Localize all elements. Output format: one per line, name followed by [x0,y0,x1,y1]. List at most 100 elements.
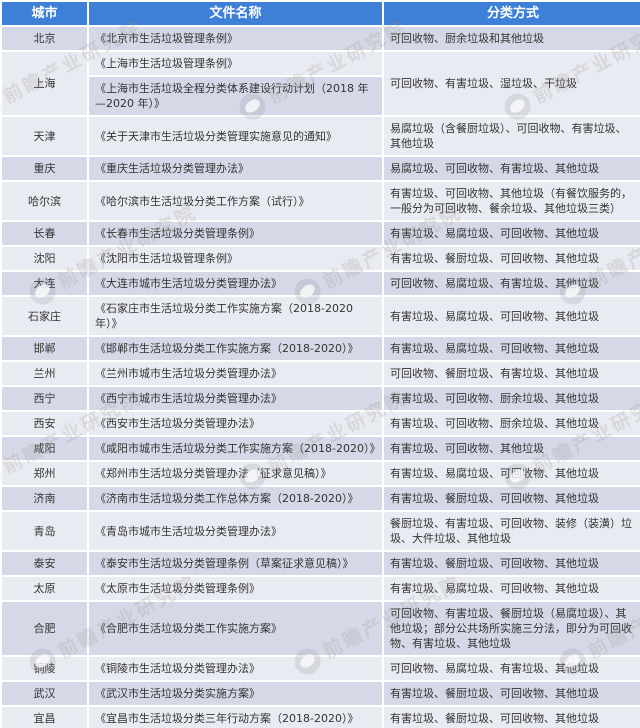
city-cell: 长春 [2,222,87,245]
city-cell: 济南 [2,487,87,510]
table-row: 太原 《太原市生活垃圾分类管理条例》 有害垃圾、易腐垃圾、可回收物、其他垃圾 [2,577,640,600]
header-row: 城市 文件名称 分类方式 [2,2,640,25]
table-row: 哈尔滨 《哈尔滨市生活垃圾分类工作方案（试行）》 有害垃圾、可回收物、其他垃圾（有餐… [2,182,640,220]
document-cell: 《上海市生活垃圾全程分类体系建设行动计划（2018 年—2020 年）》 [89,77,382,115]
document-cell: 《长春市生活垃圾分类管理条例》 [89,222,382,245]
table-row: 《上海市生活垃圾全程分类体系建设行动计划（2018 年—2020 年）》 [2,77,640,115]
city-cell: 上海 [2,52,87,115]
table-row: 兰州 《兰州市城市生活垃圾分类管理办法》 可回收物、餐厨垃圾、有害垃圾、其他垃圾 [2,362,640,385]
method-cell: 可回收物、有害垃圾、湿垃圾、干垃圾 [384,52,640,115]
method-cell: 有害垃圾、餐厨垃圾、可回收物、其他垃圾 [384,707,640,728]
document-cell: 《哈尔滨市生活垃圾分类工作方案（试行）》 [89,182,382,220]
table-row: 咸阳 《咸阳市城市生活垃圾分类工作实施方案（2018-2020）》 有害垃圾、可回收… [2,437,640,460]
method-cell: 可回收物、有害垃圾、餐厨垃圾（易腐垃圾）、其他垃圾；部分公共场所实施三分法，即分… [384,602,640,655]
table-header: 城市 文件名称 分类方式 [2,2,640,25]
document-cell: 《北京市生活垃圾管理条例》 [89,27,382,50]
table-row: 铜陵 《铜陵市生活垃圾分类管理办法》 可回收物、易腐垃圾、有害垃圾、其他垃圾 [2,657,640,680]
column-header-document: 文件名称 [89,2,382,25]
city-cell: 邯郸 [2,337,87,360]
city-cell: 沈阳 [2,247,87,270]
table-row: 邯郸 《邯郸市生活垃圾分类工作实施方案（2018-2020）》 有害垃圾、易腐垃圾、… [2,337,640,360]
table-row: 上海 《上海市生活垃圾管理条例》 可回收物、有害垃圾、湿垃圾、干垃圾 [2,52,640,115]
city-cell: 咸阳 [2,437,87,460]
method-cell: 有害垃圾、易腐垃圾、可回收物、其他垃圾 [384,337,640,360]
table-row: 西宁 《西宁市城市生活垃圾分类管理办法》 有害垃圾、可回收物、厨余垃圾、其他垃圾 [2,387,640,410]
city-cell: 青岛 [2,512,87,550]
method-cell: 有害垃圾、餐厨垃圾、可回收物、其他垃圾 [384,487,640,510]
method-cell: 有害垃圾、可回收物、其他垃圾（有餐饮服务的，一般分为可回收物、餐余垃圾、其他垃圾… [384,182,640,220]
city-cell: 重庆 [2,157,87,180]
document-cell: 《西安市生活垃圾分类管理办法》 [89,412,382,435]
method-cell: 有害垃圾、可回收物、其他垃圾 [384,437,640,460]
city-cell: 大连 [2,272,87,295]
document-cell: 《沈阳市生活垃圾管理条例》 [89,247,382,270]
document-cell: 《武汉市生活垃圾分类实施方案》 [89,682,382,705]
method-cell: 有害垃圾、易腐垃圾、可回收物、其他垃圾 [384,222,640,245]
table-row: 大连 《大连市城市生活垃圾分类管理办法》 可回收物、易腐垃圾、有害垃圾、其他垃圾 [2,272,640,295]
method-cell: 有害垃圾、易腐垃圾、可回收物、其他垃圾 [384,297,640,335]
table-row: 沈阳 《沈阳市生活垃圾管理条例》 有害垃圾、餐厨垃圾、可回收物、其他垃圾 [2,247,640,270]
method-cell: 有害垃圾、易腐垃圾、可回收物、其他垃圾 [384,577,640,600]
document-cell: 《重庆生活垃圾分类管理办法》 [89,157,382,180]
document-cell: 《青岛市城市生活垃圾分类管理办法》 [89,512,382,550]
document-cell: 《大连市城市生活垃圾分类管理办法》 [89,272,382,295]
method-cell: 有害垃圾、易腐垃圾、可回收物、其他垃圾 [384,462,640,485]
document-cell: 《石家庄市生活垃圾分类工作实施方案（2018-2020 年）》 [89,297,382,335]
column-header-method: 分类方式 [384,2,640,25]
document-cell: 《上海市生活垃圾管理条例》 [89,52,382,75]
table-row: 石家庄 《石家庄市生活垃圾分类工作实施方案（2018-2020 年）》 有害垃圾、易… [2,297,640,335]
table-row: 合肥 《合肥市生活垃圾分类工作实施方案》 可回收物、有害垃圾、餐厨垃圾（易腐垃圾）、… [2,602,640,655]
method-cell: 可回收物、易腐垃圾、有害垃圾、其他垃圾 [384,657,640,680]
method-cell: 有害垃圾、可回收物、厨余垃圾、其他垃圾 [384,412,640,435]
document-cell: 《宜昌市生活垃圾分类三年行动方案（2018-2020）》 [89,707,382,728]
city-cell: 太原 [2,577,87,600]
table-row: 泰安 《泰安市生活垃圾分类管理条例（草案征求意见稿）》 有害垃圾、餐厨垃圾、可回收物… [2,552,640,575]
city-cell: 石家庄 [2,297,87,335]
table-row: 青岛 《青岛市城市生活垃圾分类管理办法》 餐厨垃圾、有害垃圾、可回收物、装修（装潢）… [2,512,640,550]
table-row: 济南 《济南市生活垃圾分类工作总体方案（2018-2020）》 有害垃圾、餐厨垃圾、… [2,487,640,510]
method-cell: 有害垃圾、可回收物、厨余垃圾、其他垃圾 [384,387,640,410]
method-cell: 易腐垃圾（含餐厨垃圾）、可回收物、有害垃圾、其他垃圾 [384,117,640,155]
table-row: 宜昌 《宜昌市生活垃圾分类三年行动方案（2018-2020）》 有害垃圾、餐厨垃圾、… [2,707,640,728]
city-cell: 天津 [2,117,87,155]
method-cell: 餐厨垃圾、有害垃圾、可回收物、装修（装潢）垃圾、大件垃圾、其他垃圾 [384,512,640,550]
method-cell: 可回收物、厨余垃圾和其他垃圾 [384,27,640,50]
document-cell: 《太原市生活垃圾分类管理条例》 [89,577,382,600]
document-cell: 《西宁市城市生活垃圾分类管理办法》 [89,387,382,410]
method-cell: 可回收物、餐厨垃圾、有害垃圾、其他垃圾 [384,362,640,385]
table-row: 北京 《北京市生活垃圾管理条例》 可回收物、厨余垃圾和其他垃圾 [2,27,640,50]
method-cell: 易腐垃圾、可回收物、有害垃圾、其他垃圾 [384,157,640,180]
city-cell: 兰州 [2,362,87,385]
city-cell: 郑州 [2,462,87,485]
method-cell: 有害垃圾、餐厨垃圾、可回收物、其他垃圾 [384,682,640,705]
table-row: 武汉 《武汉市生活垃圾分类实施方案》 有害垃圾、餐厨垃圾、可回收物、其他垃圾 [2,682,640,705]
city-cell: 西安 [2,412,87,435]
method-cell: 有害垃圾、餐厨垃圾、可回收物、其他垃圾 [384,552,640,575]
column-header-city: 城市 [2,2,87,25]
document-cell: 《邯郸市生活垃圾分类工作实施方案（2018-2020）》 [89,337,382,360]
city-cell: 北京 [2,27,87,50]
table-row: 长春 《长春市生活垃圾分类管理条例》 有害垃圾、易腐垃圾、可回收物、其他垃圾 [2,222,640,245]
method-cell: 可回收物、易腐垃圾、有害垃圾、其他垃圾 [384,272,640,295]
table-body: 北京 《北京市生活垃圾管理条例》 可回收物、厨余垃圾和其他垃圾 上海 《上海市生活垃圾管… [2,27,640,728]
city-cell: 宜昌 [2,707,87,728]
document-cell: 《咸阳市城市生活垃圾分类工作实施方案（2018-2020）》 [89,437,382,460]
document-cell: 《郑州市生活垃圾分类管理办法（征求意见稿）》 [89,462,382,485]
document-cell: 《兰州市城市生活垃圾分类管理办法》 [89,362,382,385]
city-cell: 铜陵 [2,657,87,680]
table-row: 西安 《西安市生活垃圾分类管理办法》 有害垃圾、可回收物、厨余垃圾、其他垃圾 [2,412,640,435]
document-cell: 《合肥市生活垃圾分类工作实施方案》 [89,602,382,655]
table-row: 天津 《关于天津市生活垃圾分类管理实施意见的通知》 易腐垃圾（含餐厨垃圾）、可回收物… [2,117,640,155]
table-row: 重庆 《重庆生活垃圾分类管理办法》 易腐垃圾、可回收物、有害垃圾、其他垃圾 [2,157,640,180]
document-cell: 《铜陵市生活垃圾分类管理办法》 [89,657,382,680]
table-row: 郑州 《郑州市生活垃圾分类管理办法（征求意见稿）》 有害垃圾、易腐垃圾、可回收物、其… [2,462,640,485]
city-cell: 西宁 [2,387,87,410]
city-cell: 哈尔滨 [2,182,87,220]
method-cell: 有害垃圾、餐厨垃圾、可回收物、其他垃圾 [384,247,640,270]
document-cell: 《关于天津市生活垃圾分类管理实施意见的通知》 [89,117,382,155]
city-cell: 泰安 [2,552,87,575]
document-cell: 《济南市生活垃圾分类工作总体方案（2018-2020）》 [89,487,382,510]
city-cell: 合肥 [2,602,87,655]
